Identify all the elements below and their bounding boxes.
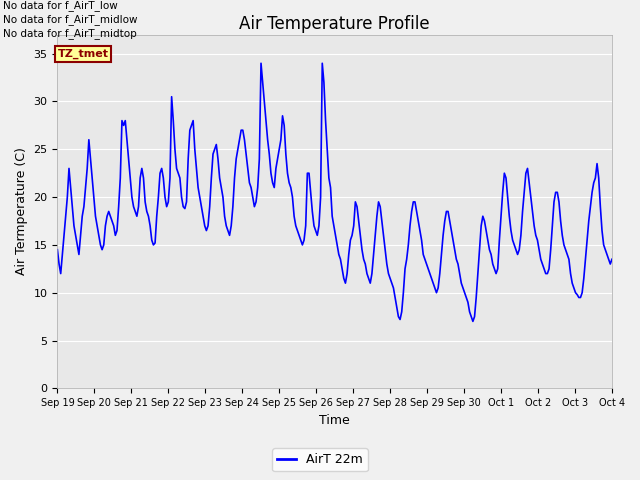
Legend: AirT 22m: AirT 22m bbox=[272, 448, 368, 471]
Text: No data for f_AirT_midtop: No data for f_AirT_midtop bbox=[3, 28, 137, 39]
Text: TZ_tmet: TZ_tmet bbox=[58, 48, 108, 59]
X-axis label: Time: Time bbox=[319, 414, 350, 427]
Text: No data for f_AirT_low: No data for f_AirT_low bbox=[3, 0, 118, 11]
Y-axis label: Air Termperature (C): Air Termperature (C) bbox=[15, 147, 28, 276]
Text: No data for f_AirT_midlow: No data for f_AirT_midlow bbox=[3, 14, 138, 25]
Title: Air Temperature Profile: Air Temperature Profile bbox=[239, 15, 430, 33]
